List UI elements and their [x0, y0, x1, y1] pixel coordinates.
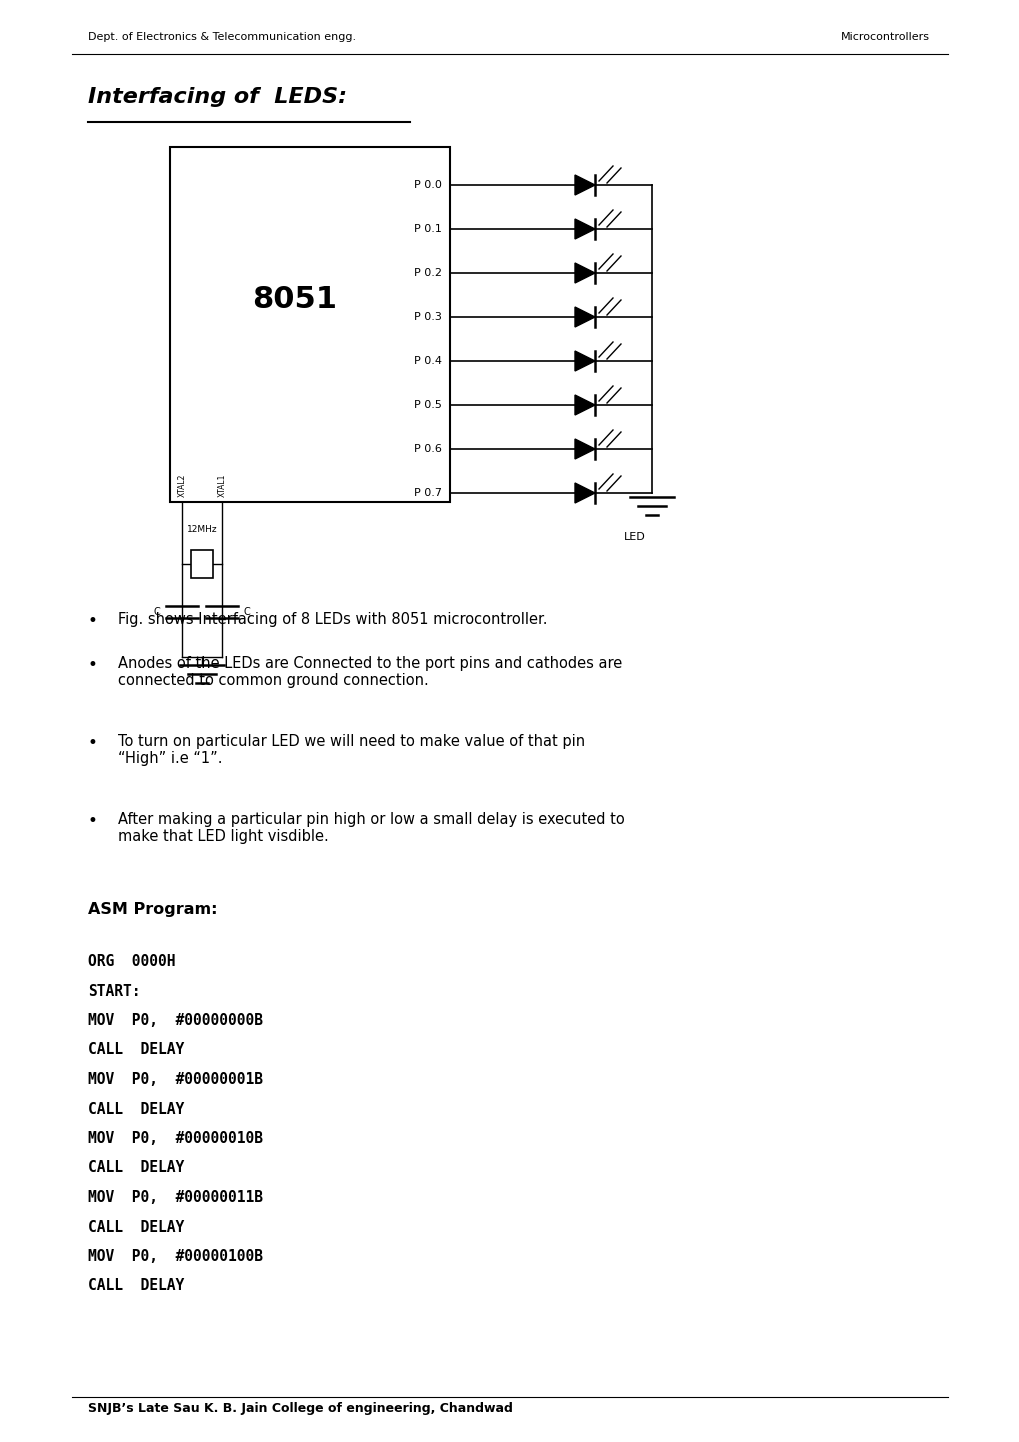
- Text: C: C: [244, 607, 251, 617]
- Text: LED: LED: [624, 532, 645, 542]
- Text: 8051: 8051: [253, 286, 337, 314]
- Text: 12MHz: 12MHz: [186, 525, 217, 535]
- Text: ASM Program:: ASM Program:: [88, 903, 217, 917]
- Text: Anodes of the LEDs are Connected to the port pins and cathodes are
connected to : Anodes of the LEDs are Connected to the …: [118, 656, 622, 688]
- Bar: [170, 147, 449, 502]
- Text: ORG  0000H: ORG 0000H: [88, 955, 175, 969]
- Text: MOV  P0,  #00000100B: MOV P0, #00000100B: [88, 1249, 263, 1265]
- Text: •: •: [88, 812, 98, 831]
- Text: XTAL1: XTAL1: [217, 473, 226, 497]
- Text: P 0.1: P 0.1: [414, 224, 441, 234]
- Polygon shape: [575, 350, 594, 371]
- Text: Fig. shows Interfacing of 8 LEDs with 8051 microcontroller.: Fig. shows Interfacing of 8 LEDs with 80…: [118, 611, 547, 627]
- Text: CALL  DELAY: CALL DELAY: [88, 1161, 184, 1175]
- Text: P 0.4: P 0.4: [414, 356, 441, 366]
- Text: MOV  P0,  #00000000B: MOV P0, #00000000B: [88, 1012, 263, 1028]
- Text: Microcontrollers: Microcontrollers: [841, 32, 929, 42]
- Text: •: •: [88, 611, 98, 630]
- Text: After making a particular pin high or low a small delay is executed to
make that: After making a particular pin high or lo…: [118, 812, 625, 845]
- Text: •: •: [88, 734, 98, 751]
- Polygon shape: [575, 262, 594, 283]
- Polygon shape: [575, 438, 594, 459]
- Text: MOV  P0,  #00000011B: MOV P0, #00000011B: [88, 1190, 263, 1206]
- Text: CALL  DELAY: CALL DELAY: [88, 1043, 184, 1057]
- Text: To turn on particular LED we will need to make value of that pin
“High” i.e “1”.: To turn on particular LED we will need t…: [118, 734, 585, 766]
- Text: P 0.3: P 0.3: [414, 311, 441, 322]
- Text: MOV  P0,  #00000010B: MOV P0, #00000010B: [88, 1131, 263, 1146]
- Polygon shape: [575, 174, 594, 195]
- Text: P 0.7: P 0.7: [414, 487, 441, 497]
- Text: CALL  DELAY: CALL DELAY: [88, 1279, 184, 1293]
- Text: START:: START:: [88, 983, 141, 998]
- Text: Interfacing of  LEDS:: Interfacing of LEDS:: [88, 87, 346, 107]
- Polygon shape: [575, 483, 594, 503]
- Text: P 0.2: P 0.2: [414, 268, 441, 278]
- Polygon shape: [575, 219, 594, 239]
- Text: P 0.0: P 0.0: [414, 180, 441, 190]
- Text: C: C: [153, 607, 160, 617]
- Text: CALL  DELAY: CALL DELAY: [88, 1102, 184, 1116]
- Text: Dept. of Electronics & Telecommunication engg.: Dept. of Electronics & Telecommunication…: [88, 32, 356, 42]
- Text: P 0.6: P 0.6: [414, 444, 441, 454]
- Text: SNJB’s Late Sau K. B. Jain College of engineering, Chandwad: SNJB’s Late Sau K. B. Jain College of en…: [88, 1402, 513, 1415]
- Polygon shape: [575, 395, 594, 415]
- Text: P 0.5: P 0.5: [414, 399, 441, 410]
- Text: MOV  P0,  #00000001B: MOV P0, #00000001B: [88, 1071, 263, 1087]
- Text: •: •: [88, 656, 98, 673]
- Text: CALL  DELAY: CALL DELAY: [88, 1220, 184, 1234]
- Bar: [191, 549, 213, 578]
- Polygon shape: [575, 307, 594, 327]
- Text: XTAL2: XTAL2: [177, 473, 186, 497]
